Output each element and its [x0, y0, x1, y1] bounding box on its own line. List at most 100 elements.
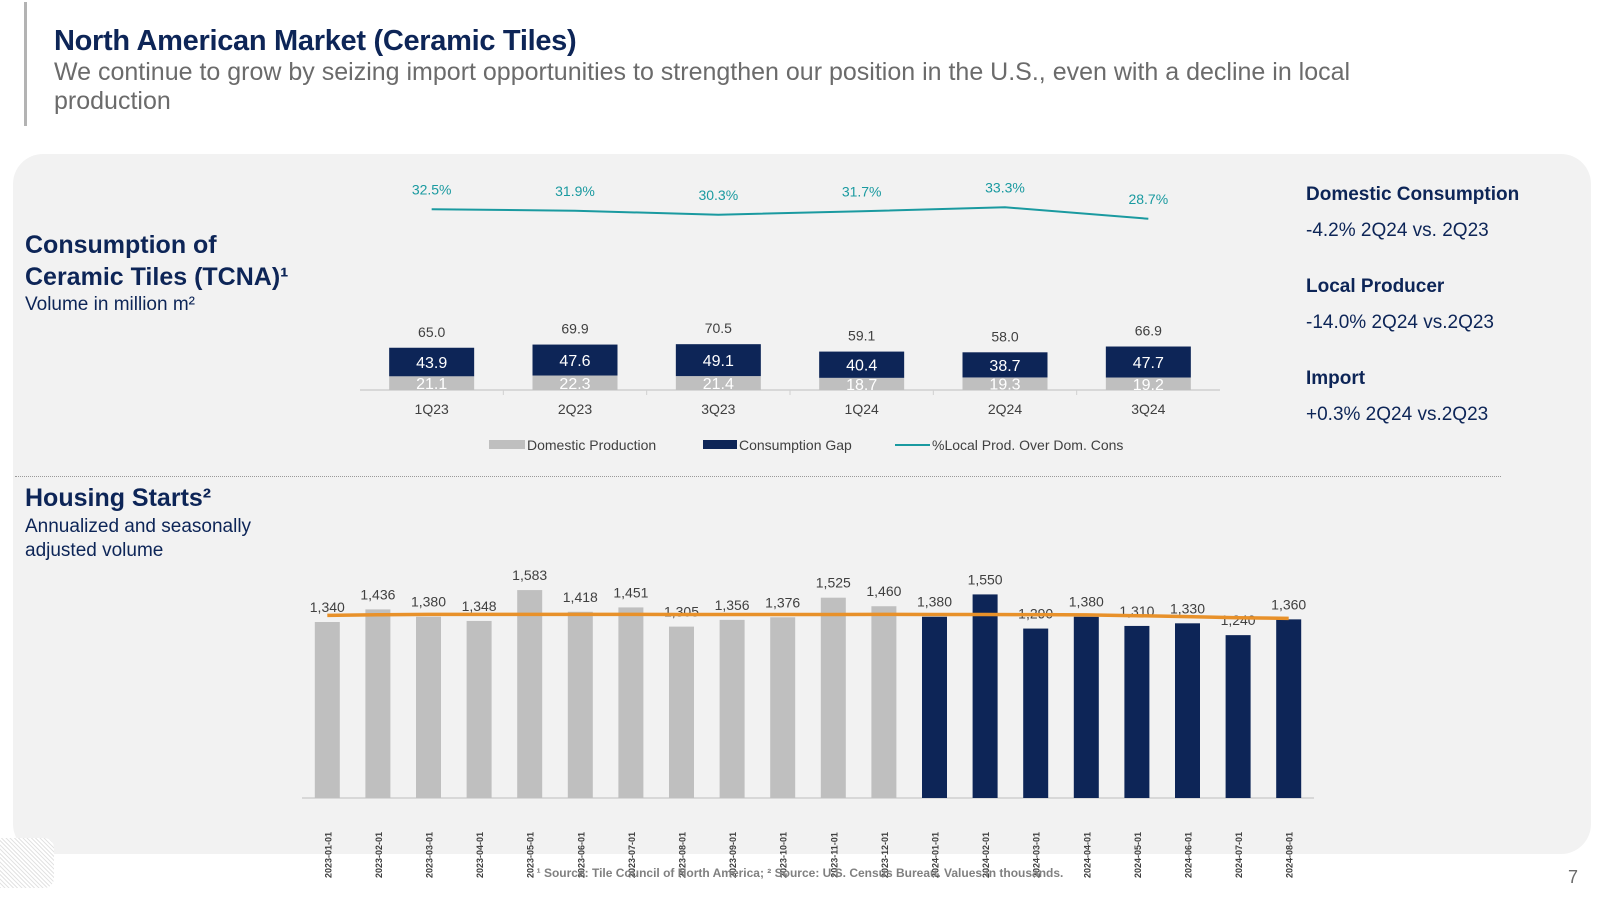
tiles-label-domestic-3Q23: 21.4	[703, 376, 734, 393]
tiles-category-3Q23: 3Q23	[701, 401, 735, 417]
tiles-category-2Q24: 2Q24	[988, 401, 1022, 417]
tiles-label-gap-3Q24: 47.7	[1133, 355, 1164, 372]
housing-subtitle-line2: adjusted volume	[25, 540, 164, 561]
tiles-pct-line	[431, 206, 1149, 220]
tiles-label-gap-1Q24: 40.4	[846, 358, 877, 375]
tiles-bar-gap-3Q24	[1105, 346, 1191, 378]
housing-category-2023-01-01: 2023-01-01	[323, 832, 333, 878]
housing-label-2023-12-01: 1,460	[866, 583, 901, 599]
housing-category-2023-07-01: 2023-07-01	[627, 832, 637, 878]
housing-category-2023-02-01: 2023-02-01	[374, 832, 384, 878]
tiles-label-total-3Q24: 66.9	[1135, 323, 1162, 339]
housing-bar-2024-05-01	[1124, 625, 1150, 798]
housing-label-2023-06-01: 1,418	[563, 589, 598, 605]
stat-domestic-consumption-value: -4.2% 2Q24 vs. 2Q23	[1306, 220, 1489, 241]
tiles-bar-domestic-3Q23	[675, 376, 761, 390]
tiles-label-gap-2Q23: 47.6	[559, 353, 590, 370]
housing-label-2024-04-01: 1,380	[1069, 594, 1104, 610]
housing-bar-2023-10-01	[770, 617, 796, 798]
housing-category-2024-01-01: 2024-01-01	[931, 832, 941, 878]
tiles-label-domestic-1Q23: 21.1	[416, 376, 447, 393]
tiles-label-gap-2Q24: 38.7	[989, 358, 1020, 375]
footnote: ¹ Source: Tile Council of North America;…	[536, 866, 1064, 880]
tiles-bar-domestic-1Q23	[389, 376, 475, 390]
consumption-title-line1: Consumption of	[25, 231, 217, 259]
tiles-label-total-2Q23: 69.9	[561, 321, 588, 337]
housing-category-2023-03-01: 2023-03-01	[425, 832, 435, 878]
tiles-bar-domestic-2Q24	[962, 377, 1048, 390]
housing-bar-2023-09-01	[719, 619, 745, 798]
tiles-label-domestic-3Q24: 19.2	[1133, 377, 1164, 394]
housing-category-2024-05-01: 2024-05-01	[1133, 832, 1143, 878]
housing-bar-2023-01-01	[314, 622, 340, 798]
stat-local-producer-value: -14.0% 2Q24 vs.2Q23	[1306, 312, 1494, 333]
housing-bar-2024-03-01	[1023, 628, 1049, 798]
housing-title: Housing Starts²	[25, 484, 212, 512]
housing-bar-2024-07-01	[1225, 635, 1251, 798]
tiles-pct-label-2Q23: 31.9%	[555, 183, 595, 199]
tiles-bar-domestic-3Q24	[1105, 377, 1191, 390]
housing-category-2023-05-01: 2023-05-01	[526, 832, 536, 878]
housing-label-2023-10-01: 1,376	[765, 594, 800, 610]
header-accent-bar	[24, 2, 27, 126]
housing-bar-2023-02-01	[365, 609, 391, 798]
housing-bar-2023-12-01	[871, 606, 897, 798]
tiles-category-3Q24: 3Q24	[1131, 401, 1165, 417]
housing-label-2024-06-01: 1,330	[1170, 600, 1205, 616]
tiles-label-total-1Q23: 65.0	[418, 324, 445, 340]
tiles-category-1Q23: 1Q23	[415, 401, 449, 417]
tiles-pct-label-1Q24: 31.7%	[842, 183, 882, 199]
tiles-pct-label-3Q24: 28.7%	[1128, 191, 1168, 207]
page-subtitle: We continue to grow by seizing import op…	[54, 58, 1351, 115]
housing-trend-line	[327, 612, 1289, 621]
housing-bar-2024-01-01	[922, 616, 947, 798]
tiles-bar-gap-2Q23	[532, 344, 618, 376]
housing-label-2024-02-01: 1,550	[968, 571, 1003, 587]
housing-bar-2023-04-01	[466, 620, 492, 798]
tiles-category-2Q23: 2Q23	[558, 401, 592, 417]
tiles-label-total-3Q23: 70.5	[705, 320, 732, 336]
housing-bar-2023-03-01	[416, 616, 441, 798]
content-panel	[13, 154, 1591, 854]
housing-label-2023-09-01: 1,356	[715, 597, 750, 613]
tiles-pct-label-1Q23: 32.5%	[412, 181, 452, 197]
housing-label-2023-02-01: 1,436	[360, 586, 395, 602]
housing-label-2023-05-01: 1,583	[512, 567, 547, 583]
housing-category-2024-08-01: 2024-08-01	[1285, 832, 1295, 878]
stat-import-title: Import	[1306, 368, 1366, 389]
housing-label-2023-07-01: 1,451	[613, 584, 648, 600]
housing-label-2023-04-01: 1,348	[462, 598, 497, 614]
housing-subtitle-line1: Annualized and seasonally	[25, 516, 252, 537]
stat-local-producer-title: Local Producer	[1306, 276, 1445, 297]
tiles-bar-domestic-2Q23	[532, 375, 618, 390]
tiles-bar-gap-2Q24	[962, 352, 1048, 378]
section-divider	[15, 476, 1501, 477]
tiles-bar-gap-1Q23	[389, 347, 475, 377]
housing-category-2024-07-01: 2024-07-01	[1234, 832, 1244, 878]
housing-category-2024-06-01: 2024-06-01	[1184, 832, 1194, 878]
housing-bar-2024-06-01	[1175, 623, 1200, 798]
stat-domestic-consumption-title: Domestic Consumption	[1306, 184, 1520, 205]
housing-bar-2023-06-01	[567, 611, 593, 798]
stat-import-value: +0.3% 2Q24 vs.2Q23	[1306, 404, 1489, 425]
tiles-pct-label-2Q24: 33.3%	[985, 179, 1025, 195]
page-number: 7	[1567, 867, 1578, 887]
housing-bar-2024-02-01	[972, 594, 998, 798]
tiles-label-gap-1Q23: 43.9	[416, 355, 447, 372]
housing-category-2023-12-01: 2023-12-01	[880, 832, 890, 878]
housing-bar-2024-08-01	[1276, 619, 1302, 798]
tiles-bar-gap-3Q23	[675, 344, 761, 377]
tiles-label-total-1Q24: 59.1	[848, 328, 875, 344]
housing-label-2023-11-01: 1,525	[816, 575, 851, 591]
tiles-label-domestic-2Q23: 22.3	[559, 376, 590, 393]
housing-bar-2024-04-01	[1073, 616, 1099, 798]
legend-label-pct-line: %Local Prod. Over Dom. Cons	[932, 437, 1123, 453]
tiles-label-gap-3Q23: 49.1	[703, 353, 734, 370]
housing-label-2023-08-01: 1,305	[664, 604, 699, 620]
consumption-title-line2: Ceramic Tiles (TCNA)¹	[25, 263, 289, 291]
page-title: North American Market (Ceramic Tiles)	[54, 25, 577, 57]
tiles-bar-domestic-1Q24	[819, 377, 905, 390]
legend-swatch-domestic	[489, 440, 525, 449]
tiles-label-total-2Q24: 58.0	[991, 328, 1018, 344]
